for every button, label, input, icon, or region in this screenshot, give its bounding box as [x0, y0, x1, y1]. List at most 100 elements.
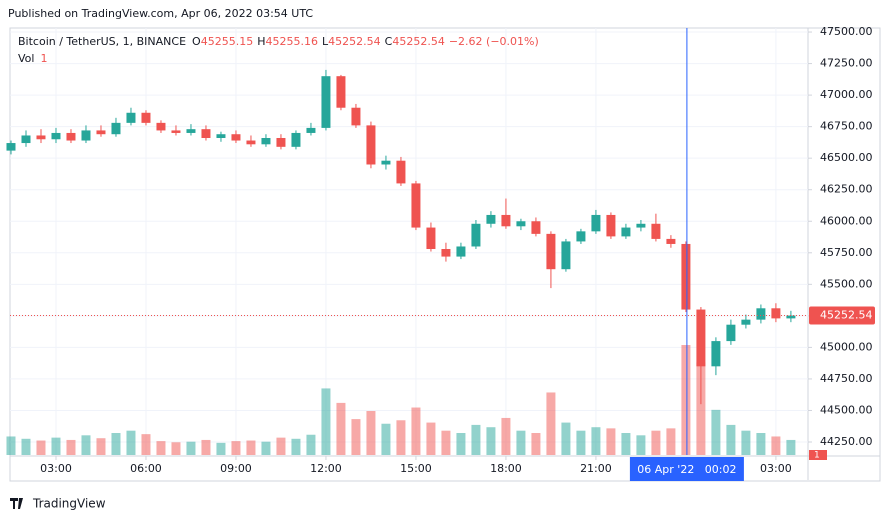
- candle-body: [231, 134, 241, 141]
- candle-body: [576, 231, 586, 242]
- volume-bar: [171, 442, 181, 455]
- volume-bar: [711, 409, 721, 455]
- volume-bar: [186, 441, 196, 455]
- volume-tag: [809, 450, 827, 460]
- x-tick-label: 12:00: [310, 462, 342, 475]
- ohlc-value: 45252.54: [392, 35, 445, 48]
- candle-body: [201, 129, 211, 138]
- volume-name: Vol: [18, 52, 34, 65]
- candle-body: [66, 132, 76, 141]
- volume-bar: [396, 420, 406, 455]
- candle-body: [786, 315, 796, 319]
- y-tick-label: 45000.00: [820, 340, 873, 353]
- volume-bar: [21, 438, 31, 455]
- candle-body: [111, 122, 121, 135]
- volume-bar: [696, 362, 706, 455]
- volume-bar: [246, 440, 256, 455]
- x-tick-label: 06:00: [130, 462, 162, 475]
- y-tick-label: 46000.00: [820, 214, 873, 227]
- candle-body: [666, 238, 676, 244]
- volume-bar: [36, 440, 46, 455]
- volume-bar: [231, 441, 241, 455]
- volume-bar: [441, 430, 451, 455]
- last-price-tag: [809, 306, 875, 325]
- volume-bar: [681, 345, 691, 455]
- volume-bar: [201, 439, 211, 455]
- volume-bar: [561, 422, 571, 455]
- volume-last: 1: [814, 451, 820, 461]
- candle-body: [381, 160, 391, 165]
- volume-bar: [156, 441, 166, 455]
- volume-bar: [786, 439, 796, 455]
- candle-body: [456, 246, 466, 257]
- volume-bar: [366, 411, 376, 455]
- y-tick-label: 46500.00: [820, 151, 873, 164]
- candle-body: [126, 112, 136, 123]
- y-tick-label: 44500.00: [820, 403, 873, 416]
- candle-body: [561, 241, 571, 270]
- brand: TradingView: [32, 497, 106, 511]
- candle-body: [726, 324, 736, 342]
- y-tick-label: 45750.00: [820, 246, 873, 259]
- volume-bar: [606, 428, 616, 455]
- y-tick-label: 47250.00: [820, 57, 873, 70]
- candle-body: [411, 183, 421, 228]
- volume-bar: [621, 433, 631, 455]
- volume-bar: [666, 428, 676, 455]
- y-tick-label: 44250.00: [820, 435, 873, 448]
- x-tick-label: 03:00: [760, 462, 792, 475]
- candle-body: [306, 127, 316, 133]
- crosshair-tag: [629, 457, 744, 481]
- candle-body: [546, 233, 556, 270]
- volume-bar: [426, 422, 436, 455]
- volume-bar: [726, 424, 736, 455]
- volume-bar: [771, 436, 781, 455]
- volume-bar: [471, 424, 481, 455]
- change: −2.62 (−0.01%): [449, 35, 539, 48]
- y-tick-label: 44750.00: [820, 372, 873, 385]
- candle-body: [756, 308, 766, 320]
- volume-bar: [51, 437, 61, 455]
- candle-body: [471, 223, 481, 247]
- candle-body: [186, 129, 196, 133]
- volume-bar: [96, 438, 106, 455]
- candle-body: [591, 214, 601, 232]
- candle-body: [696, 309, 706, 367]
- x-tick-label: 03:00: [40, 462, 72, 475]
- candle-body: [261, 137, 271, 145]
- candle-body: [501, 214, 511, 227]
- volume-bar: [516, 430, 526, 455]
- ohlc-value: 45252.54: [328, 35, 381, 48]
- candle-body: [606, 214, 616, 237]
- volume-bar: [351, 419, 361, 455]
- last-price-label: 45252.54: [820, 309, 873, 322]
- volume-bar: [381, 423, 391, 455]
- candle-body: [486, 214, 496, 224]
- candle-body: [21, 135, 31, 144]
- x-tick-label: 18:00: [490, 462, 522, 475]
- volume-bar: [741, 430, 751, 455]
- y-tick-label: 45500.00: [820, 277, 873, 290]
- candle-body: [6, 143, 16, 151]
- candle-body: [531, 221, 541, 234]
- volume-bar: [306, 434, 316, 455]
- candle-body: [351, 107, 361, 126]
- candle-body: [81, 130, 91, 141]
- candle-body: [396, 160, 406, 184]
- candle-body: [681, 243, 691, 310]
- crosshair-label: 06 Apr '22 00:02: [637, 463, 736, 476]
- volume-bar: [576, 430, 586, 455]
- y-tick-label: 46750.00: [820, 120, 873, 133]
- candle-body: [276, 137, 286, 147]
- candle-body: [366, 125, 376, 165]
- y-tick-label: 47000.00: [820, 88, 873, 101]
- x-tick-label: 21:00: [580, 462, 612, 475]
- candle-body: [441, 249, 451, 257]
- candle-body: [156, 122, 166, 131]
- ohlc-key: C: [385, 35, 393, 48]
- volume-bar: [501, 417, 511, 455]
- candle-body: [51, 132, 61, 140]
- x-tick-label: 09:00: [220, 462, 252, 475]
- volume-bar: [756, 433, 766, 455]
- logo: [10, 498, 23, 509]
